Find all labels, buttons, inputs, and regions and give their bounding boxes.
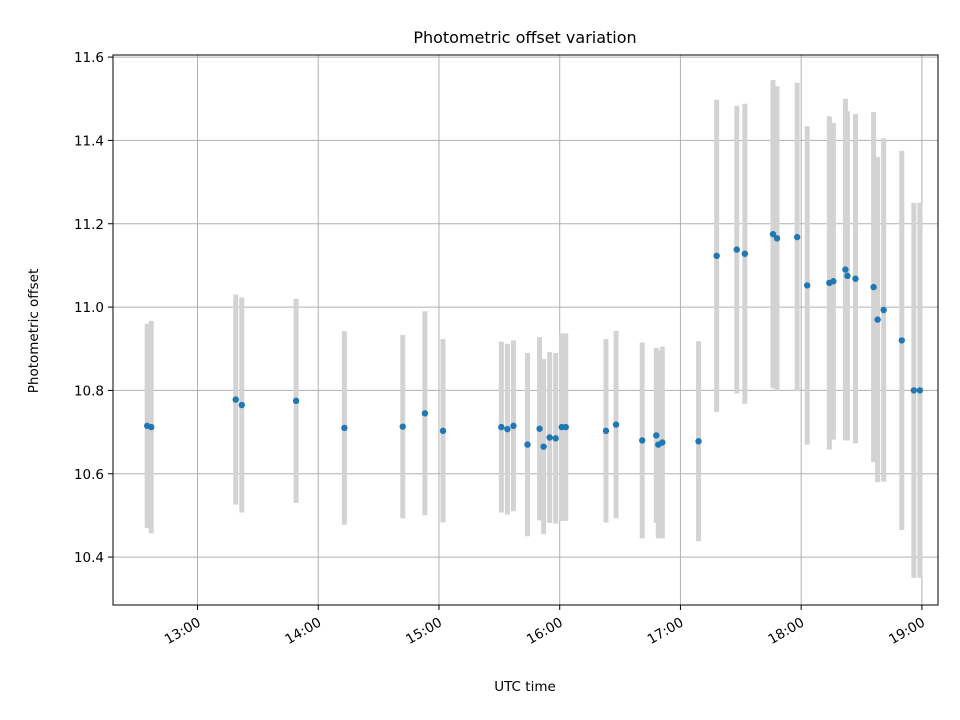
data-point: [898, 337, 905, 344]
data-point: [552, 435, 559, 442]
data-point: [639, 437, 646, 444]
data-point: [713, 252, 720, 260]
data-point: [562, 423, 569, 431]
data-point: [844, 272, 851, 280]
y-tick-label: 11.6: [74, 50, 104, 66]
data-point: [830, 278, 837, 285]
data-point: [793, 233, 801, 241]
data-point: [504, 425, 511, 433]
data-point: [842, 266, 849, 273]
data-point: [524, 441, 531, 448]
data-point: [546, 434, 553, 441]
y-axis-label: Photometric offset: [26, 269, 42, 393]
data-point: [653, 432, 660, 439]
data-point: [804, 282, 811, 289]
data-point: [498, 423, 505, 431]
data-point: [910, 387, 918, 394]
data-point: [874, 316, 881, 323]
chart-title: Photometric offset variation: [413, 28, 636, 47]
y-tick-label: 10.6: [74, 467, 104, 483]
data-point: [733, 246, 740, 253]
data-point: [421, 410, 429, 417]
data-point: [852, 275, 859, 282]
y-axis-ticks: 10.4 10.6 10.8 11.0 11.2 11.4 11.6: [74, 50, 113, 566]
x-axis-label: UTC time: [494, 679, 556, 695]
data-point: [399, 423, 406, 430]
grid: [113, 55, 938, 605]
data-point: [292, 397, 300, 405]
data-point: [148, 423, 155, 431]
data-point: [439, 427, 447, 435]
data-point: [602, 427, 610, 435]
data-point: [695, 438, 702, 445]
data-point: [232, 396, 239, 403]
data-point: [510, 422, 517, 430]
data-point: [870, 283, 877, 291]
axes-frame: [112, 54, 939, 606]
data-point: [741, 250, 749, 257]
data-point: [659, 439, 666, 446]
y-tick-label: 10.8: [74, 383, 104, 399]
data-point: [612, 421, 620, 428]
data-point: [916, 387, 924, 394]
data-point: [536, 425, 543, 432]
data-point: [769, 230, 777, 238]
y-tick-label: 11.0: [74, 300, 104, 316]
y-tick-label: 11.4: [74, 133, 104, 149]
y-tick-label: 10.4: [74, 550, 104, 566]
data-point: [341, 424, 348, 432]
data-point: [238, 401, 245, 409]
data-point: [880, 306, 887, 314]
data-points: [144, 230, 924, 450]
data-point: [773, 235, 781, 242]
data-point: [540, 443, 547, 450]
y-tick-label: 11.2: [74, 217, 104, 233]
